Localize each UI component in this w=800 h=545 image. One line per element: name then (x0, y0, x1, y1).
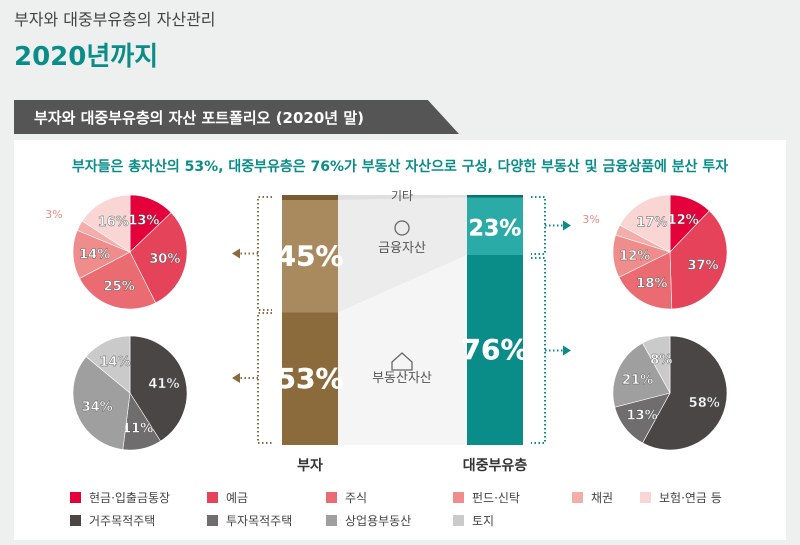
mass-financial-pie-slice (618, 251, 673, 310)
legend-label: 거주목적주택 (89, 514, 156, 528)
legend-item: 상업용부동산 (326, 512, 411, 529)
mass-financial-pie-label: 37% (687, 259, 718, 274)
mass-re-bracket (531, 257, 546, 444)
money-bag-icon (394, 220, 410, 236)
rich-financial-pie-slice (81, 194, 131, 253)
mass-realestate-pie-slice (612, 342, 671, 408)
rich-financial-pie-label: 14% (79, 248, 110, 263)
mass-financial-pie-label: 12% (619, 249, 650, 264)
legend-label: 주식 (345, 491, 368, 505)
rich-bar-label: 45% (276, 239, 343, 272)
legend-item: 거주목적주택 (70, 512, 155, 529)
legend-item: 토지 (453, 512, 494, 529)
rich-financial-pie-label: 25% (104, 280, 135, 295)
legend-item: 채권 (572, 489, 613, 506)
rich-fin-bracket (257, 196, 272, 311)
legend-swatch (453, 492, 464, 503)
legend-item: 투자목적주택 (207, 512, 292, 529)
mass-financial-pie-label: 18% (636, 276, 667, 291)
mass-financial-pie-label: 17% (636, 216, 667, 231)
mass-bar-label: 23% (469, 216, 522, 241)
mass-fin-bracket (531, 196, 546, 255)
mass-fin-arrow-icon (563, 220, 571, 231)
mass-realestate-pie-slice (642, 335, 728, 451)
real-estate-band (338, 255, 467, 445)
rich-fin-arrow-icon (232, 248, 240, 259)
legend-item: 현금·입출금통장 (70, 489, 170, 506)
mass-bar-기타 (467, 195, 523, 198)
legend-label: 예금 (226, 491, 249, 505)
rich-re-bracket (257, 312, 272, 444)
rich-realestate-pie-slice (72, 356, 131, 450)
legend-label: 채권 (591, 491, 614, 505)
mass-realestate-pie-label: 21% (622, 373, 653, 388)
rich-bar-기타 (282, 195, 338, 200)
legend-swatch (326, 492, 337, 503)
rich-realestate-pie-label: 14% (99, 355, 130, 370)
legend-item: 보험·연금 등 (640, 489, 722, 506)
legend-swatch (70, 515, 81, 526)
page-title: 2020년까지 (14, 42, 159, 72)
mass-re-arrow-icon (563, 345, 571, 356)
supertitle: 부자와 대중부유층의 자산관리 (14, 10, 216, 29)
legend-item: 예금 (207, 489, 248, 506)
category-label: 대중부유층 (463, 458, 528, 474)
legend-label: 투자목적주택 (226, 514, 293, 528)
mass-financial-pie-label: 12% (668, 213, 699, 228)
rich-financial-pie-slice (129, 212, 188, 304)
financial-label: 금융자산 (378, 241, 426, 256)
legend-label: 보험·연금 등 (659, 491, 722, 505)
legend-item: 주식 (326, 489, 367, 506)
legend-label: 토지 (472, 514, 495, 528)
other-band (338, 195, 467, 200)
mass-financial-pie-slice (669, 210, 728, 310)
legend-label: 펀드·신탁 (472, 491, 520, 505)
banner-title: 부자와 대중부유층의 자산 포트폴리오 (2020년 말) (34, 109, 364, 127)
legend-swatch (207, 492, 218, 503)
legend-swatch (453, 515, 464, 526)
mass-realestate-pie-label: 13% (627, 409, 658, 424)
rich-bar-금융자산 (282, 200, 338, 313)
rich-realestate-pie-label: 41% (148, 377, 179, 392)
house-icon (391, 352, 413, 371)
real-estate-label: 부동산자산 (372, 371, 432, 386)
rich-realestate-pie-label: 34% (82, 400, 113, 415)
rich-financial-pie-label: 30% (149, 252, 180, 267)
category-label: 부자 (297, 458, 323, 474)
legend-swatch (640, 492, 651, 503)
legend-swatch (207, 515, 218, 526)
mass-bar-label: 76% (461, 333, 528, 366)
mass-realestate-pie-slice (642, 335, 671, 394)
section-banner: 부자와 대중부유층의 자산 포트폴리오 (2020년 말) (14, 100, 459, 134)
rich-financial-pie-label: 3% (45, 208, 62, 221)
rich-realestate-pie-slice (129, 335, 188, 442)
mass-bar-금융자산 (467, 197, 523, 255)
mass-realestate-pie-label: 8% (650, 353, 672, 368)
rich-bar-label: 53% (276, 362, 343, 395)
legend-swatch (326, 515, 337, 526)
mass-bar-부동산자산 (467, 255, 523, 445)
legend-swatch (572, 492, 583, 503)
other-label: 기타 (391, 189, 413, 203)
mass-financial-pie-label: 3% (582, 213, 599, 226)
rich-financial-pie-label: 13% (128, 214, 159, 229)
legend-label: 현금·입출금통장 (89, 491, 171, 505)
subtitle: 부자들은 총자산의 53%, 대중부유층은 76%가 부동산 자산으로 구성, … (71, 159, 729, 175)
legend-swatch (70, 492, 81, 503)
rich-realestate-pie-label: 11% (122, 421, 153, 436)
rich-re-arrow-icon (232, 373, 240, 383)
mass-financial-pie-slice (619, 194, 671, 253)
financial-band (338, 197, 467, 313)
rich-bar-부동산자산 (282, 312, 338, 445)
rich-realestate-pie-slice (85, 335, 131, 394)
legend-item: 펀드·신탁 (453, 489, 520, 506)
rich-financial-pie-slice (79, 251, 157, 310)
legend-label: 상업용부동산 (345, 514, 412, 528)
mass-realestate-pie-label: 58% (689, 396, 720, 411)
rich-financial-pie-label: 16% (98, 215, 129, 230)
